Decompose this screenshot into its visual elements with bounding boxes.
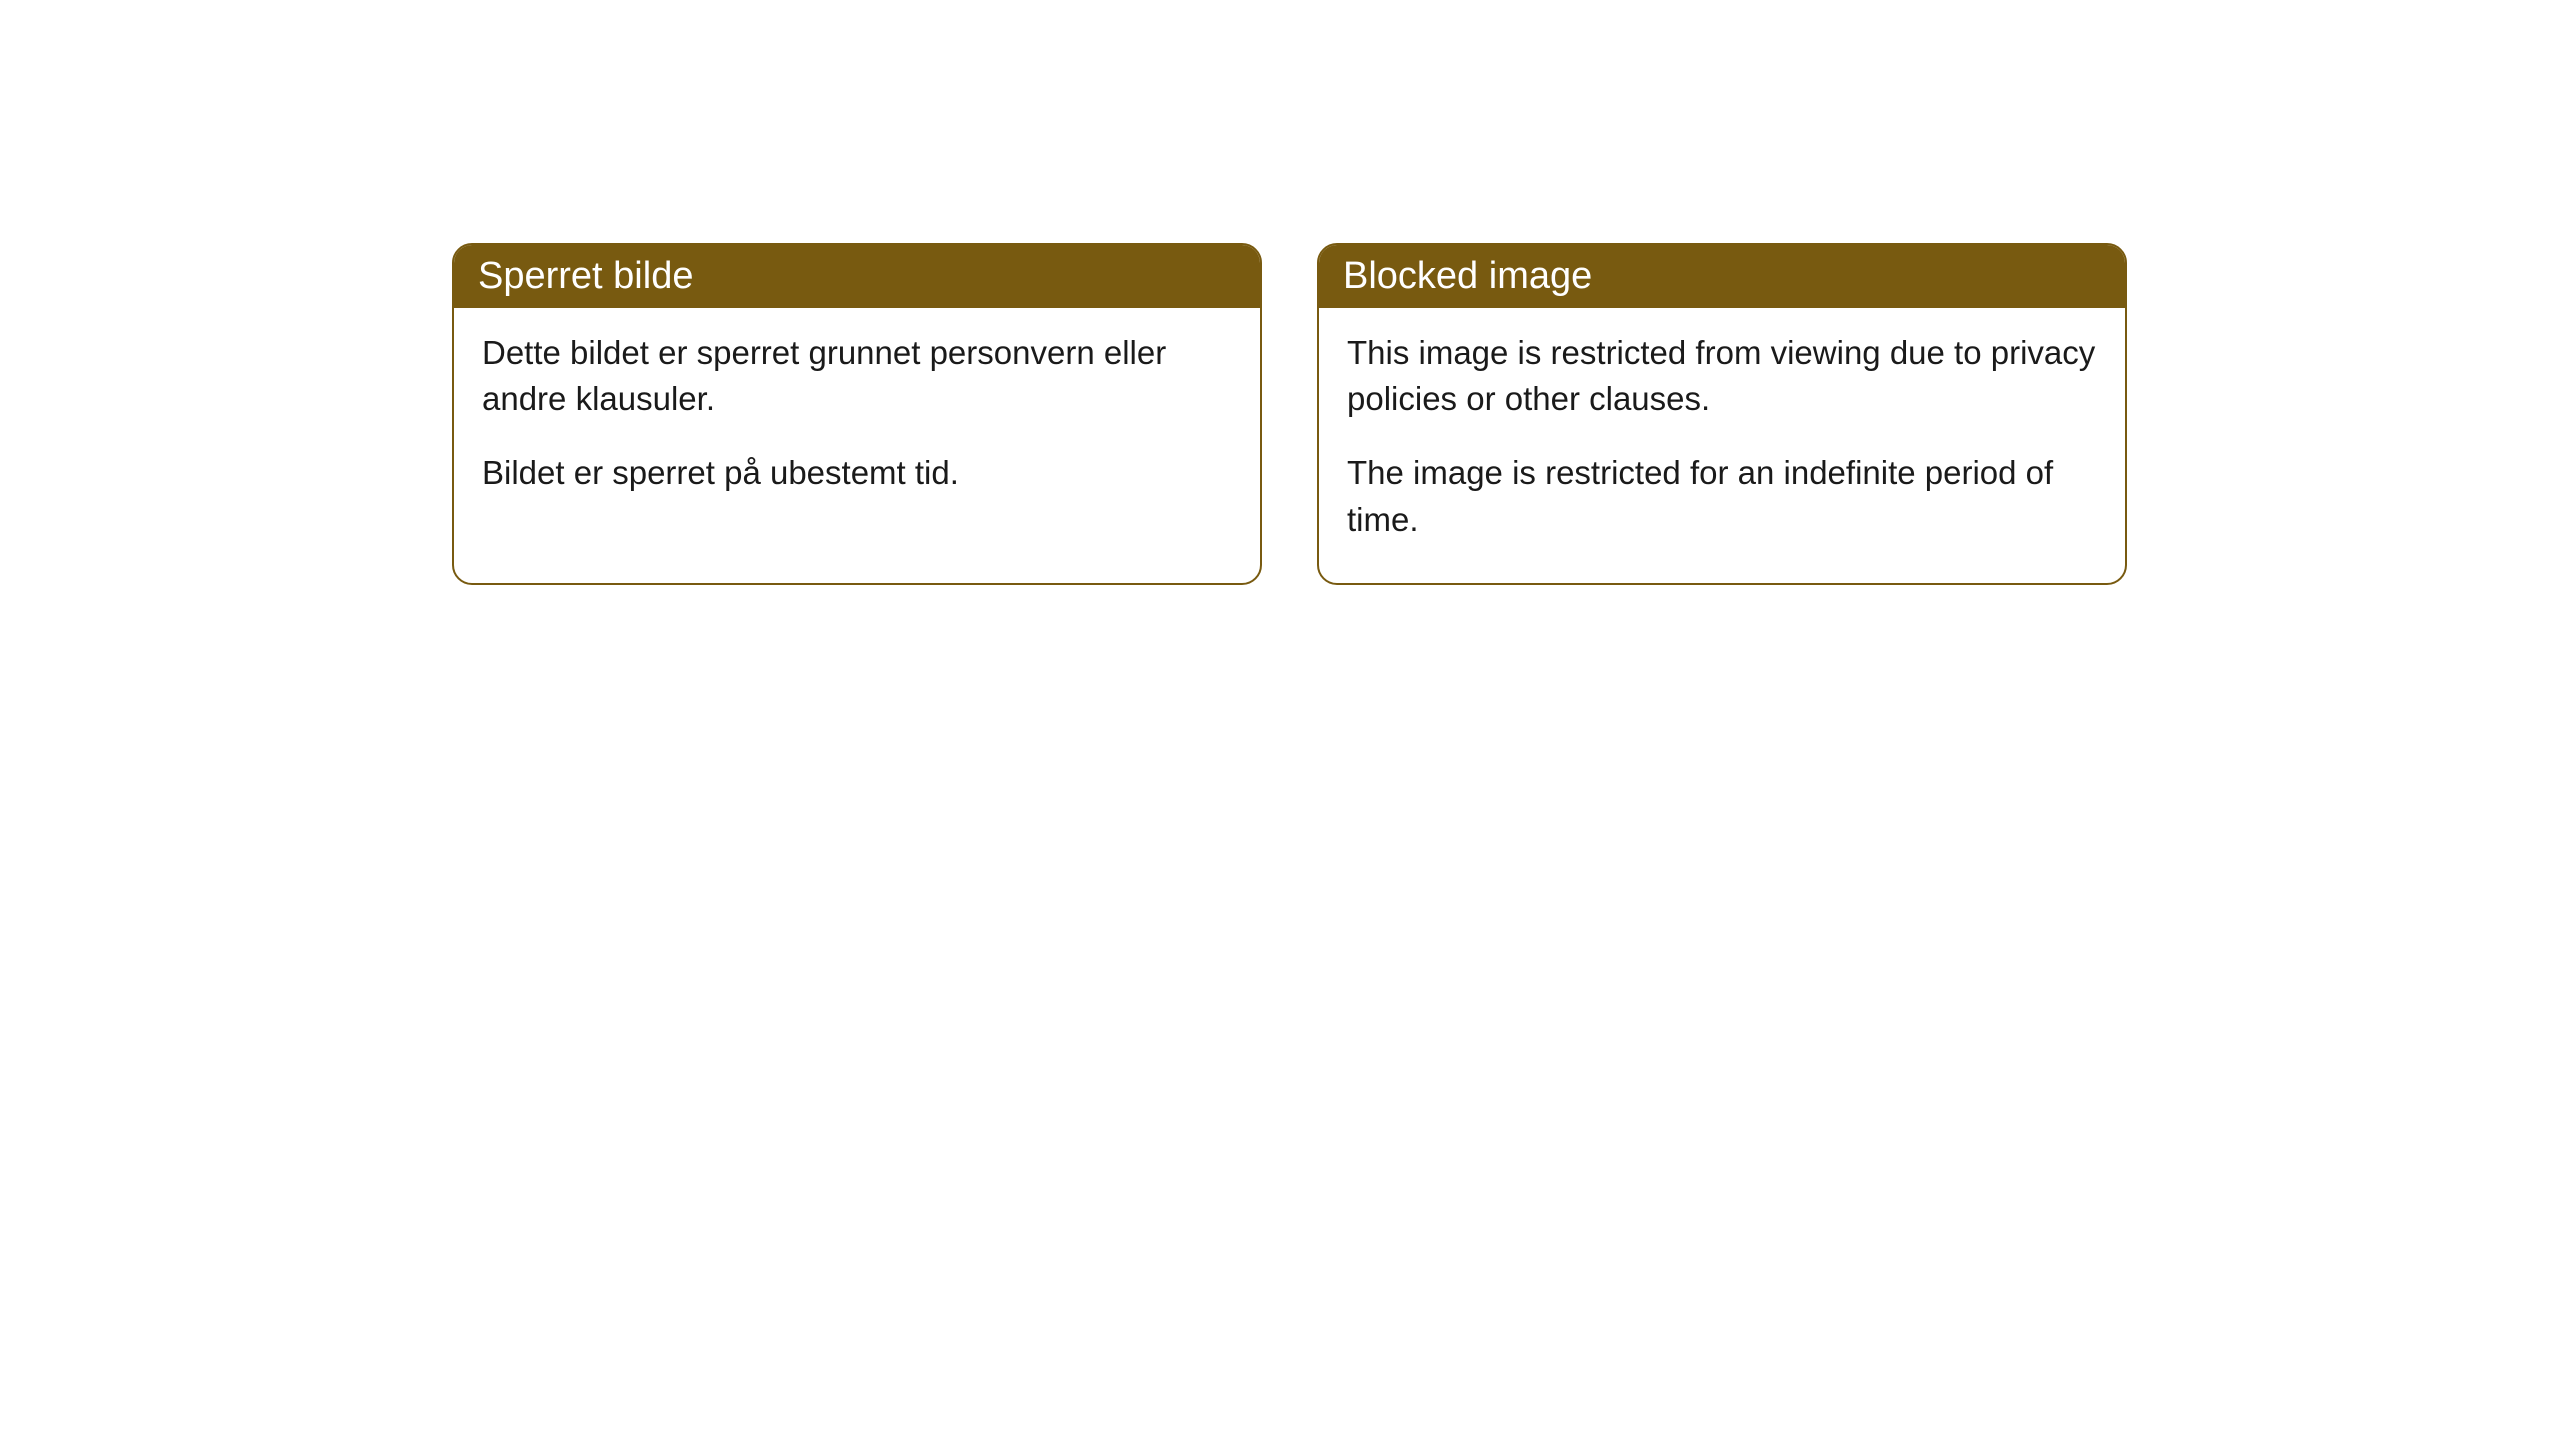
card-body-english: This image is restricted from viewing du… [1319, 308, 2125, 583]
card-text-line-2: The image is restricted for an indefinit… [1347, 450, 2097, 542]
card-body-norwegian: Dette bildet er sperret grunnet personve… [454, 308, 1260, 537]
card-text-line-2: Bildet er sperret på ubestemt tid. [482, 450, 1232, 496]
card-header-english: Blocked image [1319, 245, 2125, 308]
card-header-norwegian: Sperret bilde [454, 245, 1260, 308]
card-text-line-1: Dette bildet er sperret grunnet personve… [482, 330, 1232, 422]
card-title: Sperret bilde [478, 255, 693, 297]
card-text-line-1: This image is restricted from viewing du… [1347, 330, 2097, 422]
blocked-image-cards-container: Sperret bilde Dette bildet er sperret gr… [452, 243, 2560, 585]
card-title: Blocked image [1343, 255, 1592, 297]
blocked-image-card-english: Blocked image This image is restricted f… [1317, 243, 2127, 585]
blocked-image-card-norwegian: Sperret bilde Dette bildet er sperret gr… [452, 243, 1262, 585]
